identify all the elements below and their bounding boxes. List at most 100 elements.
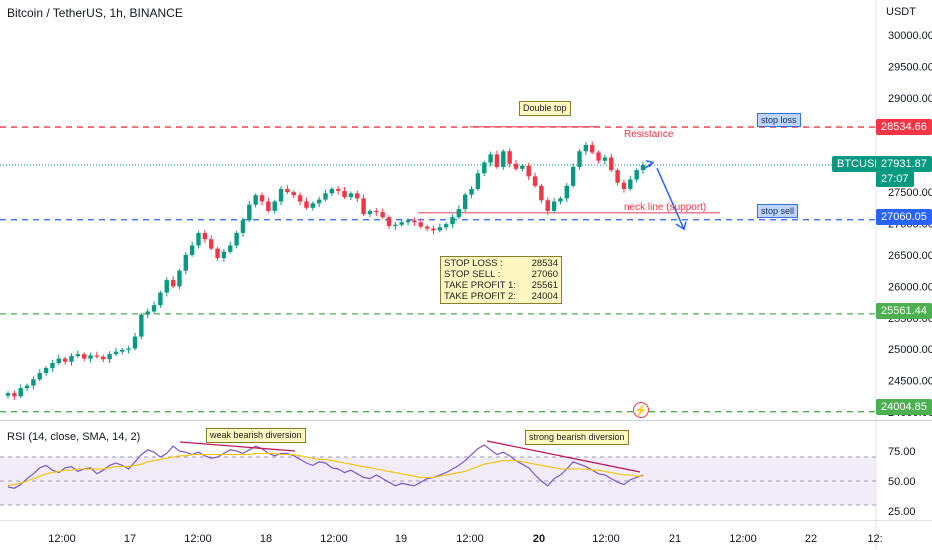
candle-body [348,193,354,198]
candle-body [43,368,49,374]
candle-body [170,280,176,287]
candle-body [113,351,119,355]
candle-body [12,393,17,397]
candle-body [310,203,315,208]
time-tick-label: 20 [533,533,545,545]
candle-body [367,210,373,215]
time-tick-label: 12: [867,533,882,545]
candle-body [82,354,87,359]
time-tick-label: 12:00 [320,533,348,545]
candle-body [336,188,341,191]
tp2-price-flag: 24004.85 [876,399,932,415]
candle-body [37,373,42,380]
rsi-tick-label: 75.00 [888,446,916,458]
candle-body [437,227,442,231]
price-tick-label: 29500.00 [888,61,932,73]
time-tick-label: 22 [805,533,817,545]
price-tick-label: 24500.00 [888,376,932,388]
candle-body [228,245,233,252]
price-tick-label: 30000.00 [888,30,932,42]
time-tick-label: 12:00 [184,533,212,545]
last-price-flag: 27931.87 [876,156,932,172]
time-tick-label: 19 [395,533,407,545]
rsi-label: RSI (14, close, SMA, 14, 2) [7,431,141,443]
info-row: TAKE PROFIT 1: 25561 [444,280,558,291]
info-label: STOP SELL : [444,269,501,280]
candle-body [443,224,449,228]
candle-body [253,195,258,205]
candle-body [386,217,392,227]
candle-body [342,190,347,198]
candle-body [513,163,519,169]
candle-body [18,388,23,397]
candle-body [564,185,569,199]
time-tick-label: 12:00 [48,533,76,545]
candle-body [164,280,169,293]
double-top-note: Double top [519,101,571,116]
candle-body [247,204,252,221]
candle-body [602,157,608,161]
price-pane [0,0,876,420]
candle-body [158,292,163,306]
projection-down-arrowhead [675,221,687,231]
rsi-ma-line [7,452,643,487]
candle-body [596,152,601,161]
candle-body [107,354,112,360]
candle-body [634,170,639,180]
time-tick-label: 21 [669,533,681,545]
candle-body [628,179,633,189]
candle-body [259,195,265,202]
candle-body [209,239,214,249]
candle-body [101,356,106,360]
candle-body [475,173,481,189]
candle-body [151,305,157,312]
info-value: 24004 [531,291,558,302]
info-value: 27060 [531,269,558,280]
info-value: 25561 [531,280,558,291]
candle-body [62,358,68,362]
info-label: TAKE PROFIT 2: [444,291,516,302]
candle-body [424,226,430,229]
candle-body [609,157,614,171]
candle-body [132,336,138,349]
candle-body [183,254,188,271]
price-tick-label: 25000.00 [888,344,932,356]
countdown-flag: 27:07 [876,171,914,187]
candle-body [526,165,531,177]
candle-body [393,224,398,227]
flash-icon[interactable]: ⚡ [633,402,649,418]
candle-body [69,356,74,362]
time-tick-label: 12:00 [456,533,484,545]
candle-body [532,176,538,186]
chart-title: Bitcoin / TetherUS, 1h, BINANCE [7,6,183,20]
time-tick-label: 12:00 [592,533,620,545]
candle-body [615,170,620,183]
candle-body [482,162,487,174]
time-tick-label: 17 [124,533,136,545]
candle-body [374,210,379,213]
strong-divergence-note: strong bearish diversion [525,430,629,445]
candle-body [56,358,61,363]
candle-body [304,201,309,208]
candle-body [361,198,366,215]
candle-body [94,355,100,357]
candle-body [234,232,239,246]
rsi-tick-label: 25.00 [888,506,916,518]
candle-body [221,251,227,259]
candle-body [399,222,404,225]
candle-body [501,151,506,167]
candle-body [488,154,493,163]
candle-body [5,393,11,396]
resistance-label: Resistance [624,129,674,140]
candle-body [583,144,589,152]
candle-body [31,379,36,386]
candle-body [431,228,436,231]
candle-body [139,314,144,337]
candle-body [380,212,385,218]
projection-down-arrow [656,167,685,230]
candle-body [520,165,525,169]
stop-loss-price-flag: 28534.66 [876,119,932,135]
candle-body [126,348,131,350]
candle-body [316,199,322,204]
